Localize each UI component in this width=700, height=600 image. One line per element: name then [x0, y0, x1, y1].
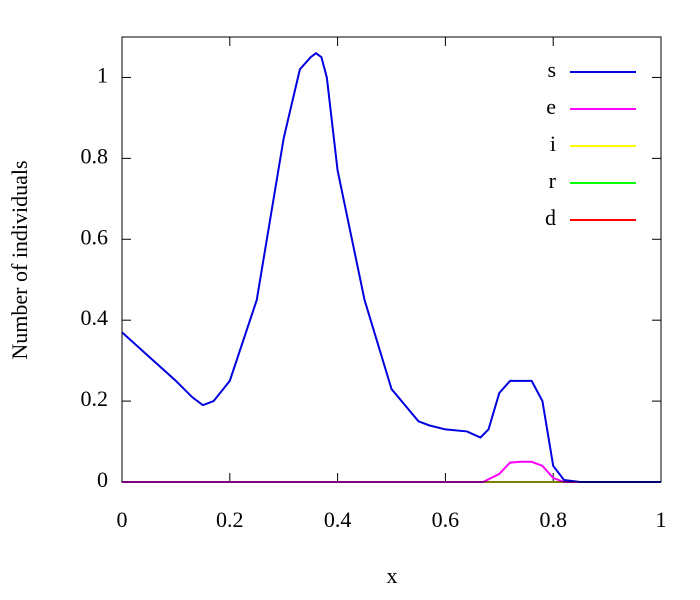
- x-tick-label: 0.4: [324, 507, 352, 532]
- y-tick-label: 0.8: [81, 143, 109, 168]
- legend-label: s: [547, 57, 556, 82]
- y-axis-label: Number of individuals: [7, 160, 32, 359]
- legend-label: r: [549, 168, 557, 193]
- x-tick-label: 1: [656, 507, 667, 532]
- x-tick-label: 0.8: [539, 507, 567, 532]
- legend-label: e: [546, 94, 556, 119]
- y-tick-label: 0.4: [81, 305, 109, 330]
- series-line: [122, 460, 661, 483]
- legend-label: i: [550, 131, 556, 156]
- y-tick-label: 0.6: [81, 224, 109, 249]
- plot-border: [121, 36, 662, 483]
- series-line: [121, 51, 661, 483]
- legend-label: d: [545, 205, 556, 230]
- y-tick-label: 1: [97, 63, 108, 88]
- x-axis-label: x: [387, 563, 398, 588]
- y-tick-label: 0: [97, 467, 108, 492]
- x-tick-label: 0.6: [432, 507, 460, 532]
- x-tick-label: 0.2: [216, 507, 244, 532]
- x-tick-label: 0: [117, 507, 128, 532]
- y-tick-label: 0.2: [81, 386, 109, 411]
